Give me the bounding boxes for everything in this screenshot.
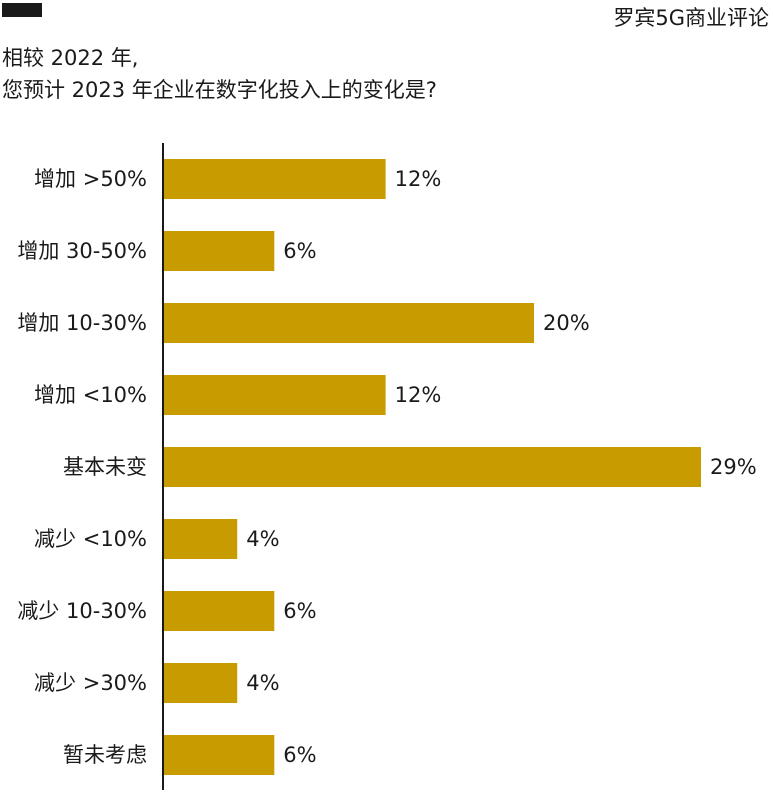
value-label-0: 12% [395, 167, 442, 191]
value-label-6: 6% [283, 599, 316, 623]
chart-title-line-2: 您预计 2023 年企业在数字化投入上的变化是? [2, 78, 437, 102]
category-label-2: 增加 10-30% [17, 311, 147, 335]
bar-1 [163, 231, 275, 271]
bar-3 [163, 375, 386, 415]
category-label-1: 增加 30-50% [17, 239, 147, 263]
chart-title-line-1: 相较 2022 年, [2, 46, 139, 70]
value-label-2: 20% [543, 311, 590, 335]
bar-8 [163, 735, 275, 775]
value-label-8: 6% [283, 743, 316, 767]
value-label-4: 29% [710, 455, 757, 479]
category-label-7: 减少 >30% [34, 671, 147, 695]
brand-name: 罗宾5G商业评论 [613, 6, 769, 30]
value-label-3: 12% [395, 383, 442, 407]
category-label-0: 增加 >50% [34, 167, 147, 191]
chart-title: 相较 2022 年, 您预计 2023 年企业在数字化投入上的变化是? [2, 42, 437, 106]
bar-0 [163, 159, 386, 199]
bar-4 [163, 447, 701, 487]
logo-block [2, 3, 42, 17]
bar-7 [163, 663, 238, 703]
bar-2 [163, 303, 535, 343]
bar-6 [163, 591, 275, 631]
bar-5 [163, 519, 238, 559]
category-label-3: 增加 <10% [34, 383, 147, 407]
category-label-8: 暂未考虑 [63, 743, 147, 767]
category-label-5: 减少 <10% [34, 527, 147, 551]
value-label-1: 6% [283, 239, 316, 263]
category-label-6: 减少 10-30% [17, 599, 147, 623]
value-label-7: 4% [246, 671, 279, 695]
value-label-5: 4% [246, 527, 279, 551]
category-label-4: 基本未变 [63, 455, 147, 479]
